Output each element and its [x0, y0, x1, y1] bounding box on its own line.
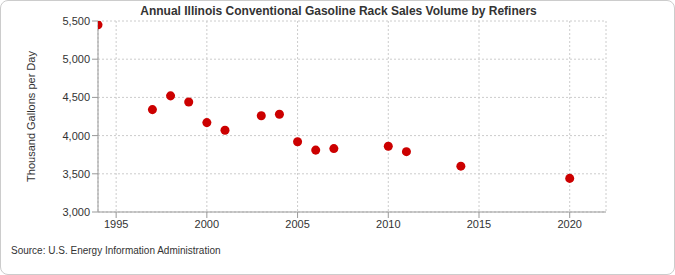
svg-text:4,000: 4,000: [62, 130, 90, 142]
svg-text:5,500: 5,500: [62, 15, 90, 27]
svg-text:1995: 1995: [104, 218, 128, 230]
html-text:Annual Illinois Conventional G: Annual Illinois Conventional Gasoline Ra…: [140, 4, 537, 18]
svg-text:3,500: 3,500: [62, 168, 90, 180]
svg-text:2005: 2005: [285, 218, 309, 230]
svg-text:5,000: 5,000: [62, 53, 90, 65]
svg-text:4,500: 4,500: [62, 91, 90, 103]
svg-text:Thousand Gallons per Day: Thousand Gallons per Day: [25, 51, 37, 182]
svg-text:3,000: 3,000: [62, 206, 90, 218]
html-text:Source: U.S. Energy Informatio: Source: U.S. Energy Information Administ…: [11, 245, 221, 256]
svg-text:2010: 2010: [376, 218, 400, 230]
svg-text:2015: 2015: [467, 218, 491, 230]
svg-text:2020: 2020: [557, 218, 581, 230]
svg-text:2000: 2000: [195, 218, 219, 230]
